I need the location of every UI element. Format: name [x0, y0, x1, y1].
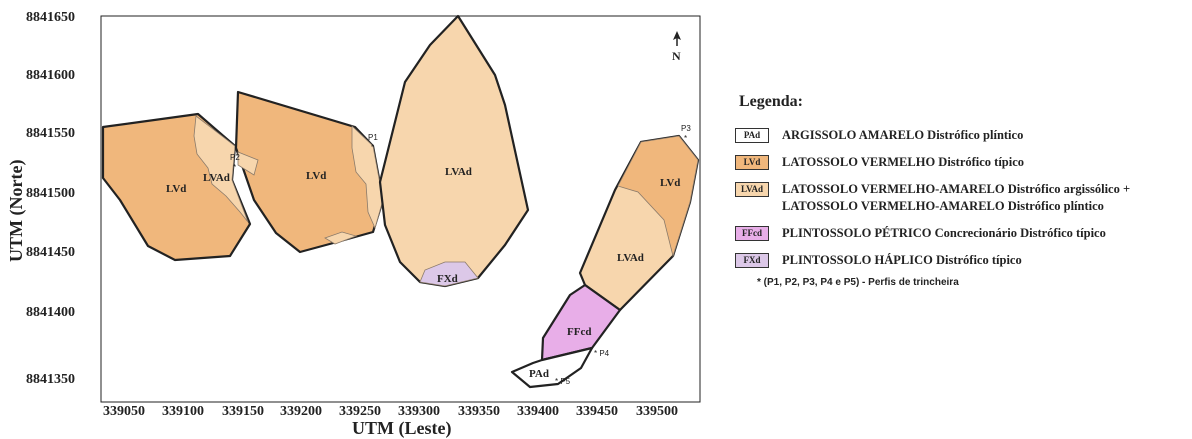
profile-label-p4: * P4 [594, 349, 610, 358]
profile-label-p5: * P5 [555, 377, 571, 386]
profile-marker-p3: * [684, 134, 687, 143]
x-tick: 339450 [576, 404, 618, 419]
polygon-center [234, 90, 385, 254]
profile-label-p3: P3 [681, 124, 691, 133]
profile-label-p2: P2 [230, 153, 240, 162]
legend-item-lvd: LVd LATOSSOLO VERMELHO Distrófico típico [735, 154, 1185, 171]
polygon-west [101, 112, 252, 262]
legend-swatch-ffcd: FFcd [735, 226, 769, 241]
map-label-pad: PAd [529, 368, 549, 380]
legend-text-pad: ARGISSOLO AMARELO Distrófico plíntico [782, 128, 1024, 142]
x-tick: 339150 [222, 404, 264, 419]
map-label-lvad-west: LVAd [203, 172, 230, 184]
legend-swatch-lvad: LVAd [735, 182, 769, 197]
x-tick: 339050 [103, 404, 145, 419]
profile-marker-p2: * [233, 163, 236, 172]
y-tick: 8841650 [26, 10, 75, 25]
y-axis-title: UTM (Norte) [6, 160, 27, 262]
map-label-lvd-west: LVd [166, 183, 186, 195]
legend-item-fxd: FXd PLINTOSSOLO HÁPLICO Distrófico típic… [735, 252, 1185, 269]
north-arrow-icon [673, 31, 681, 46]
map-label-fxd: FXd [437, 273, 458, 285]
map-label-lvd-east: LVd [660, 177, 680, 189]
x-tick: 339250 [339, 404, 381, 419]
soil-map: LVd LVAd LVd LVAd FXd LVd LVAd FFcd PAd … [6, 10, 701, 439]
legend-swatch-pad: PAd [735, 128, 769, 143]
profile-label-p1: P1 [368, 133, 378, 142]
legend-text-fxd: PLINTOSSOLO HÁPLICO Distrófico típico [782, 253, 1022, 267]
map-label-lvad-east: LVAd [617, 252, 644, 264]
polygon-main [378, 14, 530, 288]
legend: Legenda: PAd ARGISSOLO AMARELO Distrófic… [735, 93, 1185, 288]
x-tick: 339350 [458, 404, 500, 419]
legend-text-ffcd: PLINTOSSOLO PÉTRICO Concrecionário Distr… [782, 226, 1106, 240]
legend-text-lvad: LATOSSOLO VERMELHO-AMARELO Distrófico ar… [782, 182, 1131, 213]
x-tick: 339100 [162, 404, 204, 419]
legend-swatch-fxd: FXd [735, 253, 769, 268]
x-tick: 339200 [280, 404, 322, 419]
map-label-lvad-main: LVAd [445, 166, 472, 178]
north-arrow-label: N [672, 49, 681, 63]
y-tick: 8841600 [26, 68, 75, 83]
y-axis: 8841650 8841600 8841550 8841500 8841450 … [26, 10, 75, 387]
map-frame [100, 15, 701, 403]
x-axis-title: UTM (Leste) [352, 418, 451, 439]
map-label-lvd-center: LVd [306, 170, 326, 182]
profile-marker-p1: * [371, 143, 374, 152]
legend-item-ffcd: FFcd PLINTOSSOLO PÉTRICO Concrecionário … [735, 225, 1185, 242]
x-tick: 339500 [636, 404, 678, 419]
legend-note: * (P1, P2, P3, P4 e P5) - Perfis de trin… [757, 277, 959, 288]
legend-item-pad: PAd ARGISSOLO AMARELO Distrófico plíntic… [735, 127, 1185, 144]
y-tick: 8841450 [26, 245, 75, 260]
x-tick: 339300 [398, 404, 440, 419]
y-tick: 8841400 [26, 305, 75, 320]
legend-text-lvd: LATOSSOLO VERMELHO Distrófico típico [782, 155, 1025, 169]
legend-swatch-lvd: LVd [735, 155, 769, 170]
y-tick: 8841550 [26, 126, 75, 141]
y-tick: 8841500 [26, 186, 75, 201]
x-tick: 339400 [517, 404, 559, 419]
polygon-east [510, 134, 700, 389]
y-tick: 8841350 [26, 372, 75, 387]
legend-title: Legenda: [739, 93, 803, 110]
legend-item-lvad: LVAd LATOSSOLO VERMELHO-AMARELO Distrófi… [735, 181, 1185, 215]
x-axis: 339050 339100 339150 339200 339250 33930… [103, 404, 678, 419]
map-label-ffcd: FFcd [567, 326, 591, 338]
